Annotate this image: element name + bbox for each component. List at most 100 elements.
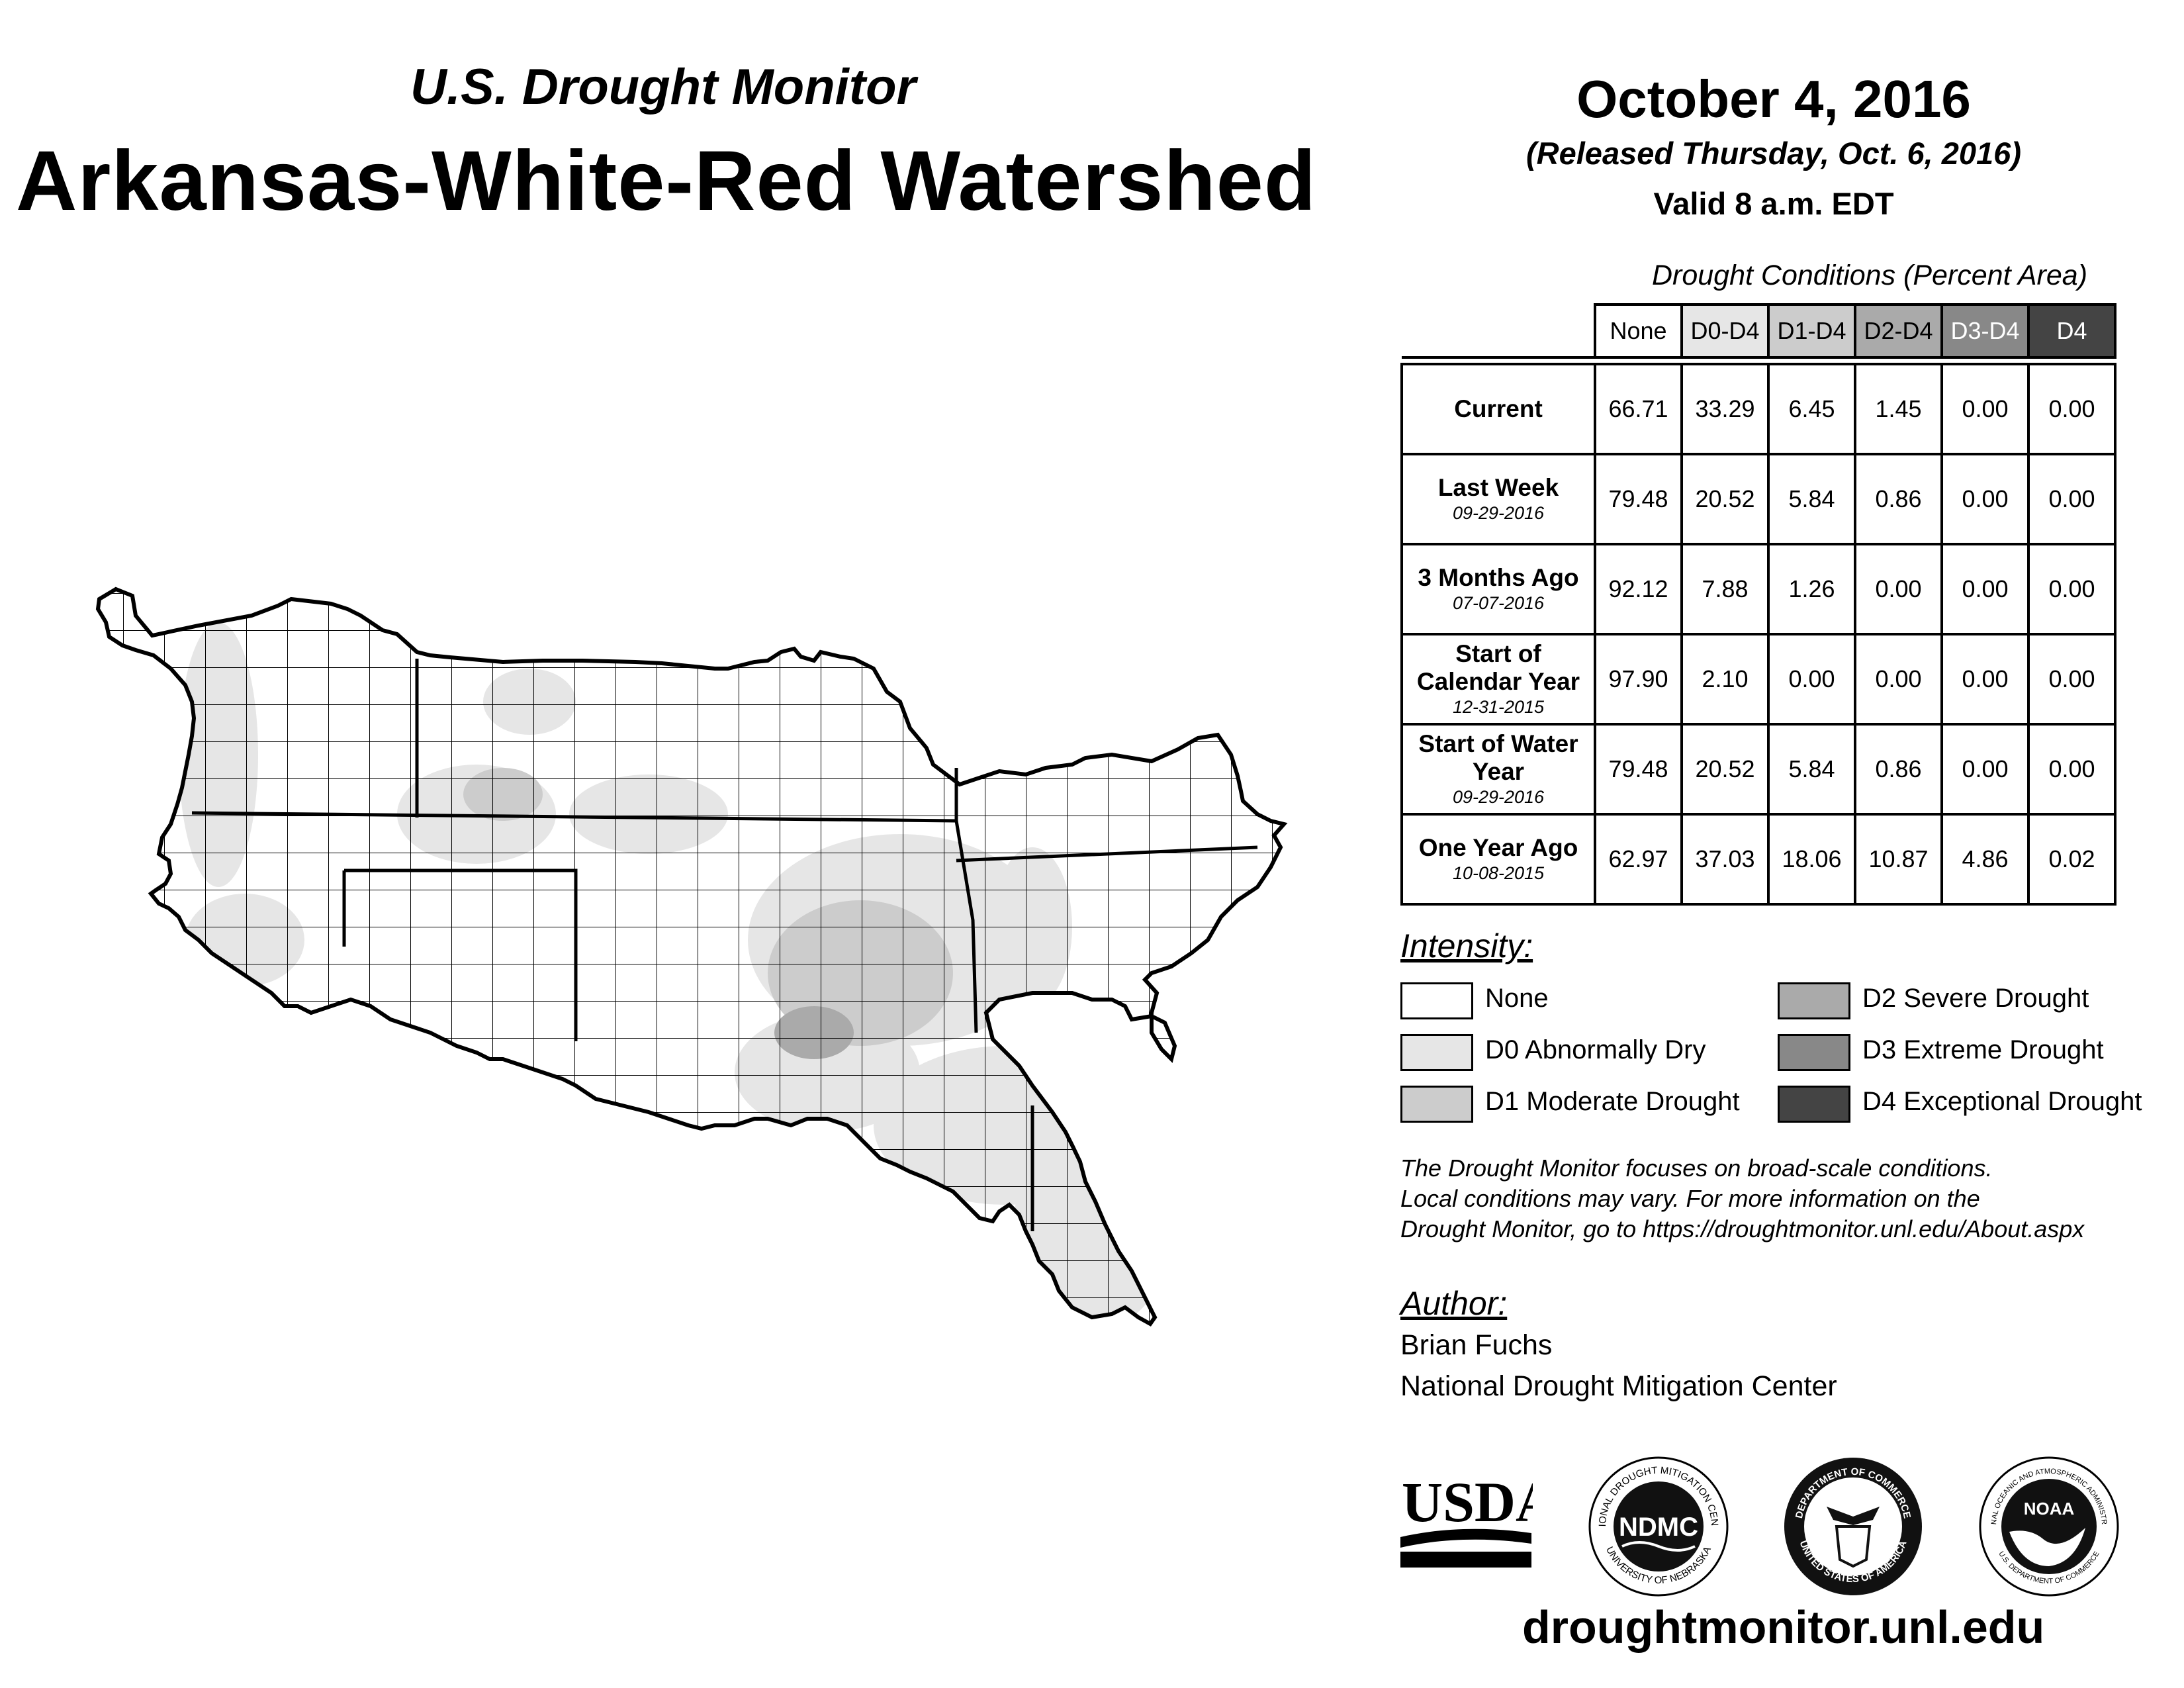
legend-swatch: [1778, 982, 1850, 1019]
row-label: 3 Months Ago 07-07-2016: [1400, 543, 1596, 635]
table-row: One Year Ago 10-08-2015 62.97 37.03 18.06…: [1400, 813, 2116, 906]
row-date: 07-07-2016: [1452, 593, 1545, 613]
table-cell: 0.00: [2027, 363, 2116, 455]
noaa-logo: NATIONAL OCEANIC AND ATMOSPHERIC ADMINIS…: [1976, 1454, 2119, 1597]
table-row: Start of Water Year 09-29-2016 79.48 20.5…: [1400, 723, 2116, 816]
col-header-d1-d4: D1-D4: [1767, 303, 1856, 359]
state-boundaries: [191, 659, 1258, 1231]
table-cell: 4.86: [1940, 813, 2030, 906]
bird-icon: [2009, 1528, 2085, 1566]
table-cell: 10.87: [1854, 813, 1943, 906]
table-cell: 7.88: [1680, 543, 1770, 635]
row-label-text: Last Week: [1437, 474, 1559, 501]
legend-label: None: [1485, 984, 1549, 1013]
table-cell: 66.71: [1594, 363, 1683, 455]
table-cell: 2.10: [1680, 633, 1770, 726]
table-cell: 0.00: [1854, 543, 1943, 635]
table-cell: 0.86: [1854, 453, 1943, 545]
legend-label: D2 Severe Drought: [1862, 984, 2089, 1013]
row-label: Last Week 09-29-2016: [1400, 453, 1596, 545]
table-cell: 20.52: [1680, 453, 1770, 545]
legend-swatch: [1400, 1086, 1473, 1123]
row-label-text: Current: [1454, 395, 1543, 422]
table-cell: 0.86: [1854, 723, 1943, 816]
row-label-text: One Year Ago: [1418, 834, 1578, 861]
note-line: The Drought Monitor focuses on broad-sca…: [1400, 1154, 1993, 1182]
table-cell: 33.29: [1680, 363, 1770, 455]
noaa-logo-text: NOAA: [2024, 1499, 2075, 1519]
usda-logo-text: USDA: [1402, 1470, 1533, 1534]
author-heading: Author:: [1400, 1285, 1508, 1322]
row-date: 10-08-2015: [1452, 863, 1545, 883]
legend-label: D4 Exceptional Drought: [1862, 1087, 2142, 1116]
col-header-d4: D4: [2027, 303, 2116, 359]
table-cell: 0.00: [2027, 633, 2116, 726]
footer-url: droughtmonitor.unl.edu: [1522, 1601, 2045, 1653]
row-label-text: 3 Months Ago: [1418, 564, 1579, 591]
row-label: Start of Calendar Year 12-31-2015: [1400, 633, 1596, 726]
table-caption: Drought Conditions (Percent Area): [1651, 259, 2088, 291]
table-corner: [1402, 305, 1596, 359]
ndmc-logo: NATIONAL DROUGHT MITIGATION CENTER UNIVE…: [1586, 1454, 1729, 1597]
shield-icon: [1835, 1525, 1872, 1568]
department-of-commerce-seal: DEPARTMENT OF COMMERCE UNITED STATES OF …: [1784, 1458, 1922, 1595]
table-cell: 0.00: [1940, 453, 2030, 545]
row-date: 09-29-2016: [1452, 787, 1545, 807]
map-title: Arkansas-White-Red Watershed: [16, 134, 1316, 228]
author-org: National Drought Mitigation Center: [1400, 1370, 1837, 1402]
table-cell: 0.00: [1940, 723, 2030, 816]
row-date: 09-29-2016: [1452, 503, 1545, 523]
legend-label: D0 Abnormally Dry: [1485, 1035, 1706, 1064]
col-header-d3-d4: D3-D4: [1940, 303, 2030, 359]
col-header-d2-d4: D2-D4: [1854, 303, 1943, 359]
usda-logo: USDA: [1400, 1470, 1533, 1568]
table-cell: 0.00: [1940, 543, 2030, 635]
table-cell: 79.48: [1594, 723, 1683, 816]
release-date: (Released Thursday, Oct. 6, 2016): [1526, 136, 2021, 171]
note-line: Local conditions may vary. For more info…: [1400, 1185, 1980, 1212]
table-row: Start of Calendar Year 12-31-2015 97.90 2…: [1400, 633, 2116, 726]
table-cell: 0.02: [2027, 813, 2116, 906]
valid-date: October 4, 2016: [1576, 70, 1971, 128]
disclaimer-note: The Drought Monitor focuses on broad-sca…: [1400, 1153, 2168, 1244]
legend-swatch: [1778, 1086, 1850, 1123]
table-cell: 20.52: [1680, 723, 1770, 816]
table-cell: 18.06: [1767, 813, 1856, 906]
table-cell: 0.00: [1854, 633, 1943, 726]
valid-time: Valid 8 a.m. EDT: [1653, 186, 1894, 221]
eagle-icon: [1827, 1507, 1880, 1525]
row-label: Current: [1400, 363, 1596, 455]
table-cell: 0.00: [2027, 453, 2116, 545]
table-cell: 6.45: [1767, 363, 1856, 455]
table-cell: 0.00: [2027, 543, 2116, 635]
row-label: Start of Water Year 09-29-2016: [1400, 723, 1596, 816]
map-subtitle: U.S. Drought Monitor: [410, 59, 917, 115]
legend-label: D1 Moderate Drought: [1485, 1087, 1740, 1116]
legend-label: D3 Extreme Drought: [1862, 1035, 2104, 1064]
drought-conditions-table: None D0-D4 D1-D4 D2-D4 D3-D4 D4 Current …: [1400, 303, 2116, 906]
legend-swatch: [1400, 982, 1473, 1019]
legend-swatch: [1400, 1034, 1473, 1071]
table-cell: 79.48: [1594, 453, 1683, 545]
col-header-none: None: [1594, 303, 1683, 359]
table-cell: 62.97: [1594, 813, 1683, 906]
ndmc-logo-text: NDMC: [1619, 1513, 1698, 1542]
table-cell: 97.90: [1594, 633, 1683, 726]
table-header-row: None D0-D4 D1-D4 D2-D4 D3-D4 D4: [1402, 303, 2116, 359]
row-label-text: Start of Water Year: [1418, 730, 1578, 785]
row-label-text: Start of Calendar Year: [1416, 640, 1580, 695]
legend-swatch: [1778, 1034, 1850, 1071]
legend-heading: Intensity:: [1400, 927, 1533, 964]
col-header-d0-d4: D0-D4: [1680, 303, 1770, 359]
table-row: Current 66.71 33.29 6.45 1.45 0.00 0.00: [1400, 363, 2116, 455]
table-cell: 0.00: [1767, 633, 1856, 726]
table-row: 3 Months Ago 07-07-2016 92.12 7.88 1.26 0…: [1400, 543, 2116, 635]
table-cell: 0.00: [2027, 723, 2116, 816]
table-cell: 1.45: [1854, 363, 1943, 455]
watershed-outline: [95, 586, 1288, 1327]
table-cell: 5.84: [1767, 723, 1856, 816]
table-cell: 0.00: [1940, 363, 2030, 455]
table-row: Last Week 09-29-2016 79.48 20.52 5.84 0.8…: [1400, 453, 2116, 545]
row-date: 12-31-2015: [1452, 697, 1545, 717]
